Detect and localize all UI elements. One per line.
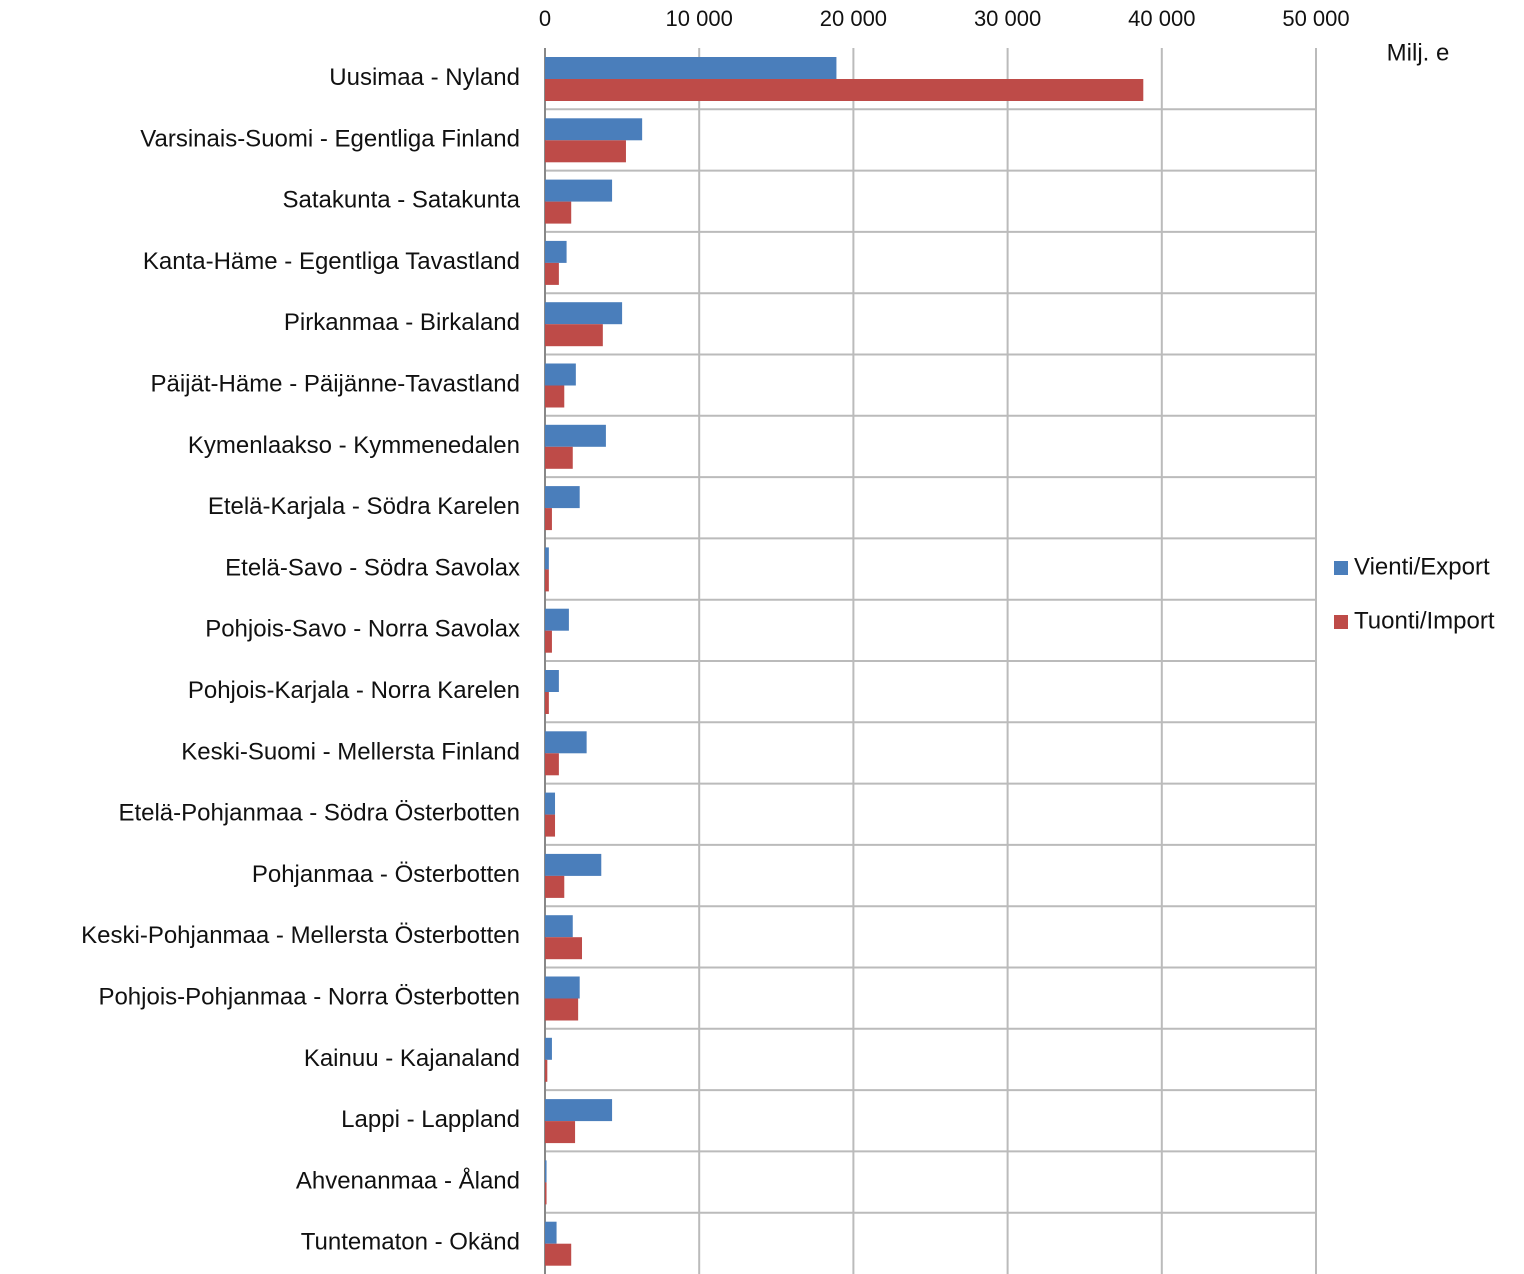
bar <box>545 547 549 570</box>
bar <box>545 324 603 347</box>
unit-label: Milj. e <box>1387 39 1450 66</box>
bar <box>545 1037 552 1060</box>
y-tick-label: Keski-Pohjanmaa - Mellersta Österbotten <box>81 922 520 949</box>
bar <box>545 1160 547 1183</box>
bar <box>545 446 573 469</box>
y-tick-label: Etelä-Pohjanmaa - Södra Österbotten <box>118 800 520 827</box>
bar <box>545 424 606 447</box>
bar <box>545 57 837 79</box>
y-tick-label: Keski-Suomi - Mellersta Finland <box>181 738 520 765</box>
bar <box>545 753 559 776</box>
y-tick-label: Kainuu - Kajanaland <box>304 1045 520 1072</box>
x-tick-label: 10 000 <box>666 6 733 31</box>
y-tick-label: Pirkanmaa - Birkaland <box>284 309 520 336</box>
bar <box>545 814 556 837</box>
legend-label: Vienti/Export <box>1354 553 1490 580</box>
bar <box>545 1182 547 1205</box>
bar <box>545 140 626 163</box>
y-tick-label: Etelä-Savo - Södra Savolax <box>225 554 520 581</box>
bar <box>545 976 580 999</box>
y-tick-label: Pohjois-Karjala - Norra Karelen <box>188 677 520 704</box>
bar <box>545 692 549 714</box>
y-tick-label: Ahvenanmaa - Åland <box>296 1166 520 1194</box>
x-tick-label: 0 <box>539 6 551 31</box>
bar <box>545 875 565 898</box>
x-tick-label: 50 000 <box>1282 6 1349 31</box>
bar <box>545 508 552 531</box>
y-tick-label: Kanta-Häme - Egentliga Tavastland <box>143 248 520 275</box>
bar <box>545 118 643 141</box>
bar <box>545 1243 572 1266</box>
bar <box>545 302 623 325</box>
y-tick-label: Pohjois-Savo - Norra Savolax <box>205 616 520 643</box>
bar <box>545 731 587 754</box>
y-tick-label: Päijät-Häme - Päijänne-Tavastland <box>150 370 520 397</box>
bar <box>545 1099 613 1122</box>
legend-label: Tuonti/Import <box>1354 607 1495 634</box>
y-tick-label: Lappi - Lappland <box>341 1106 520 1133</box>
bar <box>545 569 549 592</box>
bar <box>545 937 583 960</box>
bar <box>545 1059 548 1082</box>
bar <box>545 998 579 1021</box>
y-tick-label: Varsinais-Suomi - Egentliga Finland <box>140 125 520 152</box>
y-tick-label: Pohjanmaa - Österbotten <box>252 861 520 888</box>
bar <box>545 1221 557 1244</box>
bar <box>545 1121 576 1144</box>
bar <box>545 630 552 653</box>
bar <box>545 201 572 224</box>
y-tick-label: Tuntematon - Okänd <box>301 1229 520 1256</box>
x-tick-label: 20 000 <box>820 6 887 31</box>
x-tick-label: 40 000 <box>1128 6 1195 31</box>
bar <box>545 79 1144 101</box>
bar <box>545 608 569 631</box>
bar <box>545 792 556 815</box>
bar <box>545 670 559 692</box>
bar <box>545 363 576 386</box>
y-tick-label: Kymenlaakso - Kymmenedalen <box>188 432 520 459</box>
bar <box>545 262 559 285</box>
bar <box>545 385 565 408</box>
y-tick-label: Etelä-Karjala - Södra Karelen <box>208 493 520 520</box>
bar <box>545 179 613 202</box>
bar <box>545 486 580 509</box>
bar <box>545 240 567 263</box>
y-tick-label: Uusimaa - Nyland <box>329 64 520 91</box>
y-tick-label: Pohjois-Pohjanmaa - Norra Österbotten <box>98 983 520 1010</box>
bar <box>545 915 573 938</box>
bar <box>545 853 602 876</box>
x-tick-label: 30 000 <box>974 6 1041 31</box>
y-tick-label: Satakunta - Satakunta <box>283 187 521 214</box>
legend-swatch <box>1334 561 1348 575</box>
legend-swatch <box>1334 615 1348 629</box>
